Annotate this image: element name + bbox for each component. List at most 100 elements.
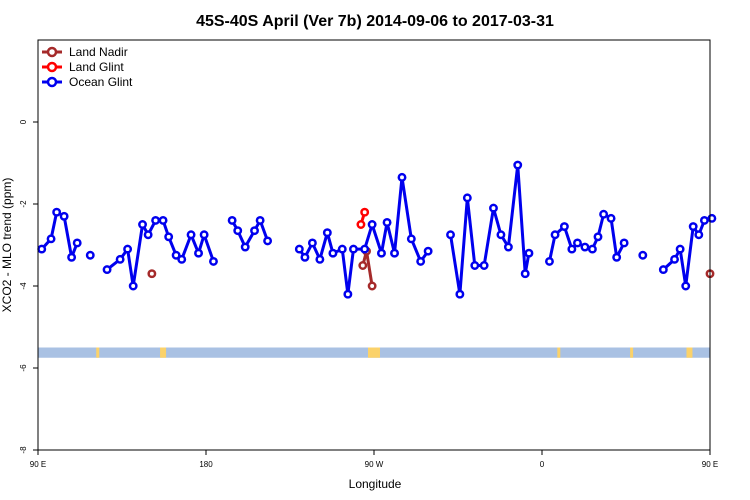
ocean-glint-point <box>240 242 250 252</box>
land-patch <box>557 347 561 358</box>
legend-item: Land Nadir <box>42 45 128 59</box>
ocean-glint-point <box>199 230 209 240</box>
ocean-glint-point <box>322 228 332 238</box>
x-axis-label: Longitude <box>349 477 402 491</box>
ocean-glint-point <box>315 254 325 264</box>
ocean-glint-point <box>496 230 506 240</box>
ocean-glint-point <box>462 193 472 203</box>
land-nadir-point <box>358 261 368 270</box>
x-axis: 90 E 180 90 W 0 90 E <box>30 450 718 469</box>
ocean-glint-point <box>455 289 465 299</box>
ocean-glint-point <box>470 261 480 270</box>
x-tick-label: 90 E <box>702 460 718 469</box>
ocean-glint-point <box>209 256 218 266</box>
y-axis: -8 -6 -4 -2 0 <box>19 119 38 454</box>
ocean-glint-point <box>599 209 609 219</box>
x-tick-label: 90 E <box>30 460 46 469</box>
ocean-glint-point <box>580 242 590 252</box>
ocean-glint-point <box>59 211 69 221</box>
ocean-glint-line <box>449 163 531 296</box>
ocean-glint-point <box>670 254 679 264</box>
ocean-glint-point <box>513 160 523 170</box>
ocean-glint-point <box>377 248 386 258</box>
ocean-glint-point <box>559 222 569 232</box>
ocean-glint-point <box>390 248 399 258</box>
ocean-glint-point <box>567 244 577 254</box>
ocean-glint-point <box>143 230 153 240</box>
ocean-glint-point <box>294 244 304 254</box>
ocean-glint-point <box>138 220 147 229</box>
land-patch <box>630 347 634 358</box>
land-patch <box>160 347 167 358</box>
ocean-glint-point <box>658 265 668 275</box>
ocean-glint-point <box>446 230 455 240</box>
ocean-glint-line <box>40 210 79 259</box>
x-tick-label: 90 W <box>365 460 384 469</box>
ocean-glint-point <box>524 248 534 258</box>
legend-item: Land Glint <box>42 60 124 74</box>
legend-label: Land Glint <box>69 60 124 74</box>
ocean-glint-point <box>151 215 161 225</box>
land-patch <box>96 347 100 358</box>
ocean-glint-point <box>416 256 426 266</box>
series-layer <box>37 160 717 299</box>
ocean-glint-point <box>489 203 498 213</box>
legend-swatch-marker <box>46 76 58 88</box>
x-tick-label: 0 <box>540 460 545 469</box>
ocean-glint-line <box>662 216 713 288</box>
land-patch <box>368 347 380 358</box>
legend-label: Land Nadir <box>69 45 128 59</box>
ocean-glint-point <box>337 244 347 254</box>
ocean-glint-point <box>307 238 317 248</box>
legend-label: Ocean Glint <box>69 75 133 89</box>
ocean-glint-point <box>587 244 597 254</box>
land-glint-point <box>360 207 370 217</box>
ocean-glint-point <box>367 220 377 229</box>
ocean-glint-point <box>406 234 416 244</box>
legend-swatch-marker <box>46 46 58 58</box>
ocean-glint-point <box>123 244 133 254</box>
ocean-glint-point <box>250 226 259 236</box>
ocean-glint-point <box>688 222 698 232</box>
ocean-glint-point <box>128 281 138 291</box>
ocean-glint-point <box>479 261 489 270</box>
ocean-glint-point <box>158 215 168 225</box>
ocean-glint-point <box>423 246 433 256</box>
ocean-glint-point <box>177 254 187 264</box>
ocean-glint-point <box>85 250 95 260</box>
ocean-glint-point <box>227 215 237 225</box>
ocean-glint-point <box>681 281 691 291</box>
ocean-glint-point <box>115 254 125 264</box>
land-glint-point <box>356 220 366 229</box>
ocean-glint-point <box>67 252 77 262</box>
chart-title: 45S-40S April (Ver 7b) 2014-09-06 to 201… <box>196 13 554 30</box>
ocean-glint-point <box>102 265 112 275</box>
ocean-glint-point <box>694 230 704 240</box>
ocean-glint-point <box>503 242 513 252</box>
y-tick-label: 0 <box>19 119 28 124</box>
ocean-glint-point <box>349 244 358 254</box>
legend-item: Ocean Glint <box>42 75 133 89</box>
y-tick-label: -4 <box>19 282 28 290</box>
ocean-glint-point <box>675 244 685 254</box>
ocean-glint-point <box>397 172 407 182</box>
land-nadir-point <box>367 281 377 291</box>
y-tick-label: -6 <box>19 364 28 372</box>
land-ocean-band <box>38 347 710 358</box>
ocean-glint-point <box>186 230 196 240</box>
ocean-glint-point <box>638 250 648 260</box>
series-land-glint <box>356 207 370 229</box>
series-ocean-glint <box>37 160 717 299</box>
ocean-glint-point <box>263 236 273 246</box>
ocean-glint-point <box>171 250 181 260</box>
land-patch <box>686 347 693 358</box>
ocean-glint-point <box>573 238 582 248</box>
ocean-glint-point <box>343 289 353 299</box>
ocean-glint-point <box>619 238 629 248</box>
ocean-glint-point <box>520 269 530 279</box>
ocean-glint-point <box>52 207 62 217</box>
legend-swatch-marker <box>46 61 58 73</box>
ocean-glint-point <box>593 232 603 242</box>
